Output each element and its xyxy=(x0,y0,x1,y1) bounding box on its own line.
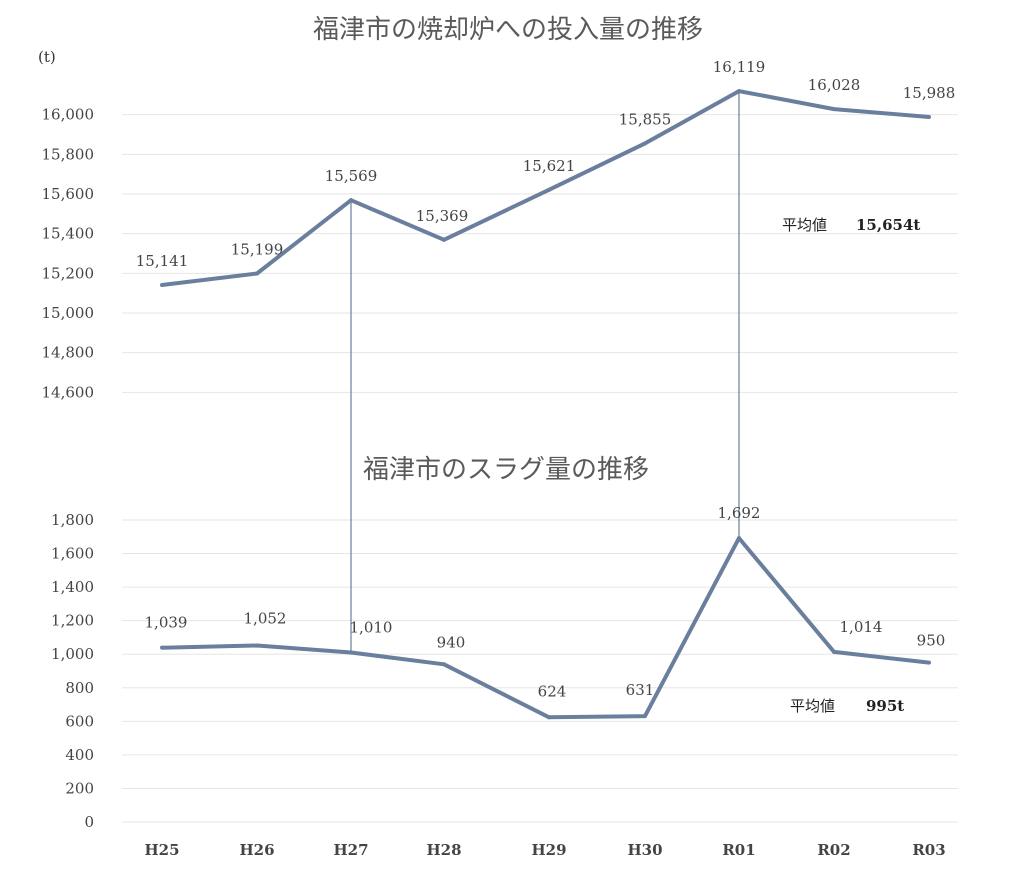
data-point xyxy=(442,237,446,242)
chart-title: 福津市の焼却炉への投入量の推移 xyxy=(313,15,703,45)
y-tick-label: 1,800 xyxy=(51,511,94,529)
data-label: 16,028 xyxy=(808,76,861,94)
data-point xyxy=(160,645,164,650)
y-tick-label: 0 xyxy=(84,813,94,831)
average-value: 15,654t xyxy=(856,216,920,234)
data-point xyxy=(737,89,741,94)
data-point xyxy=(255,643,259,648)
y-tick-label: 14,600 xyxy=(42,383,95,401)
data-point xyxy=(442,662,446,667)
x-tick-label: H25 xyxy=(144,841,179,859)
data-label: 624 xyxy=(538,682,567,700)
x-tick-label: H26 xyxy=(239,841,274,859)
data-point xyxy=(349,650,353,655)
data-label: 16,119 xyxy=(713,58,766,76)
y-tick-label: 14,800 xyxy=(42,344,95,362)
data-point xyxy=(160,283,164,288)
data-point xyxy=(255,271,259,276)
data-point xyxy=(349,198,353,203)
data-label: 1,692 xyxy=(718,504,761,522)
data-point xyxy=(547,715,551,720)
data-label: 631 xyxy=(626,681,655,699)
y-tick-label: 1,200 xyxy=(51,612,94,630)
data-label: 15,569 xyxy=(325,167,378,185)
y-tick-label: 200 xyxy=(65,779,94,797)
data-point xyxy=(927,660,931,665)
y-tick-label: 1,400 xyxy=(51,578,94,596)
y-tick-label: 15,600 xyxy=(42,185,95,203)
y-tick-label: 15,800 xyxy=(42,145,95,163)
data-label: 15,855 xyxy=(619,110,672,128)
average-label: 平均値 xyxy=(782,216,827,234)
x-tick-label: R03 xyxy=(912,841,945,859)
data-point xyxy=(737,536,741,541)
y-tick-label: 1,600 xyxy=(51,545,94,563)
data-label: 15,621 xyxy=(523,157,576,175)
y-tick-label: 800 xyxy=(65,679,94,697)
x-tick-label: H27 xyxy=(333,841,368,859)
data-label: 1,010 xyxy=(350,619,393,637)
x-tick-label: H29 xyxy=(531,841,566,859)
y-unit-label: (t) xyxy=(38,48,56,66)
data-point xyxy=(643,141,647,146)
data-label: 15,369 xyxy=(416,207,469,225)
y-tick-label: 15,000 xyxy=(42,304,95,322)
y-tick-label: 600 xyxy=(65,712,94,730)
data-label: 940 xyxy=(437,633,466,651)
average-value: 995t xyxy=(866,697,904,715)
y-tick-label: 15,400 xyxy=(42,225,95,243)
x-tick-label: H30 xyxy=(627,841,662,859)
data-point xyxy=(547,187,551,192)
average-label: 平均値 xyxy=(790,697,835,715)
data-point xyxy=(927,115,931,120)
y-tick-label: 400 xyxy=(65,746,94,764)
x-tick-label: H28 xyxy=(426,841,461,859)
data-label: 15,141 xyxy=(136,252,189,270)
data-point xyxy=(832,649,836,654)
data-label: 1,014 xyxy=(840,618,883,636)
data-point xyxy=(643,714,647,719)
y-tick-label: 1,000 xyxy=(51,645,94,663)
data-label: 15,988 xyxy=(903,84,956,102)
y-tick-label: 15,200 xyxy=(42,264,95,282)
y-tick-label: 16,000 xyxy=(42,106,95,124)
data-label: 1,039 xyxy=(145,614,188,632)
chart-title: 福津市のスラグ量の推移 xyxy=(363,455,649,485)
data-label: 950 xyxy=(917,632,946,650)
x-tick-label: R01 xyxy=(722,841,755,859)
data-label: 15,199 xyxy=(231,241,284,259)
x-tick-label: R02 xyxy=(817,841,850,859)
data-point xyxy=(832,107,836,112)
data-label: 1,052 xyxy=(244,609,287,627)
